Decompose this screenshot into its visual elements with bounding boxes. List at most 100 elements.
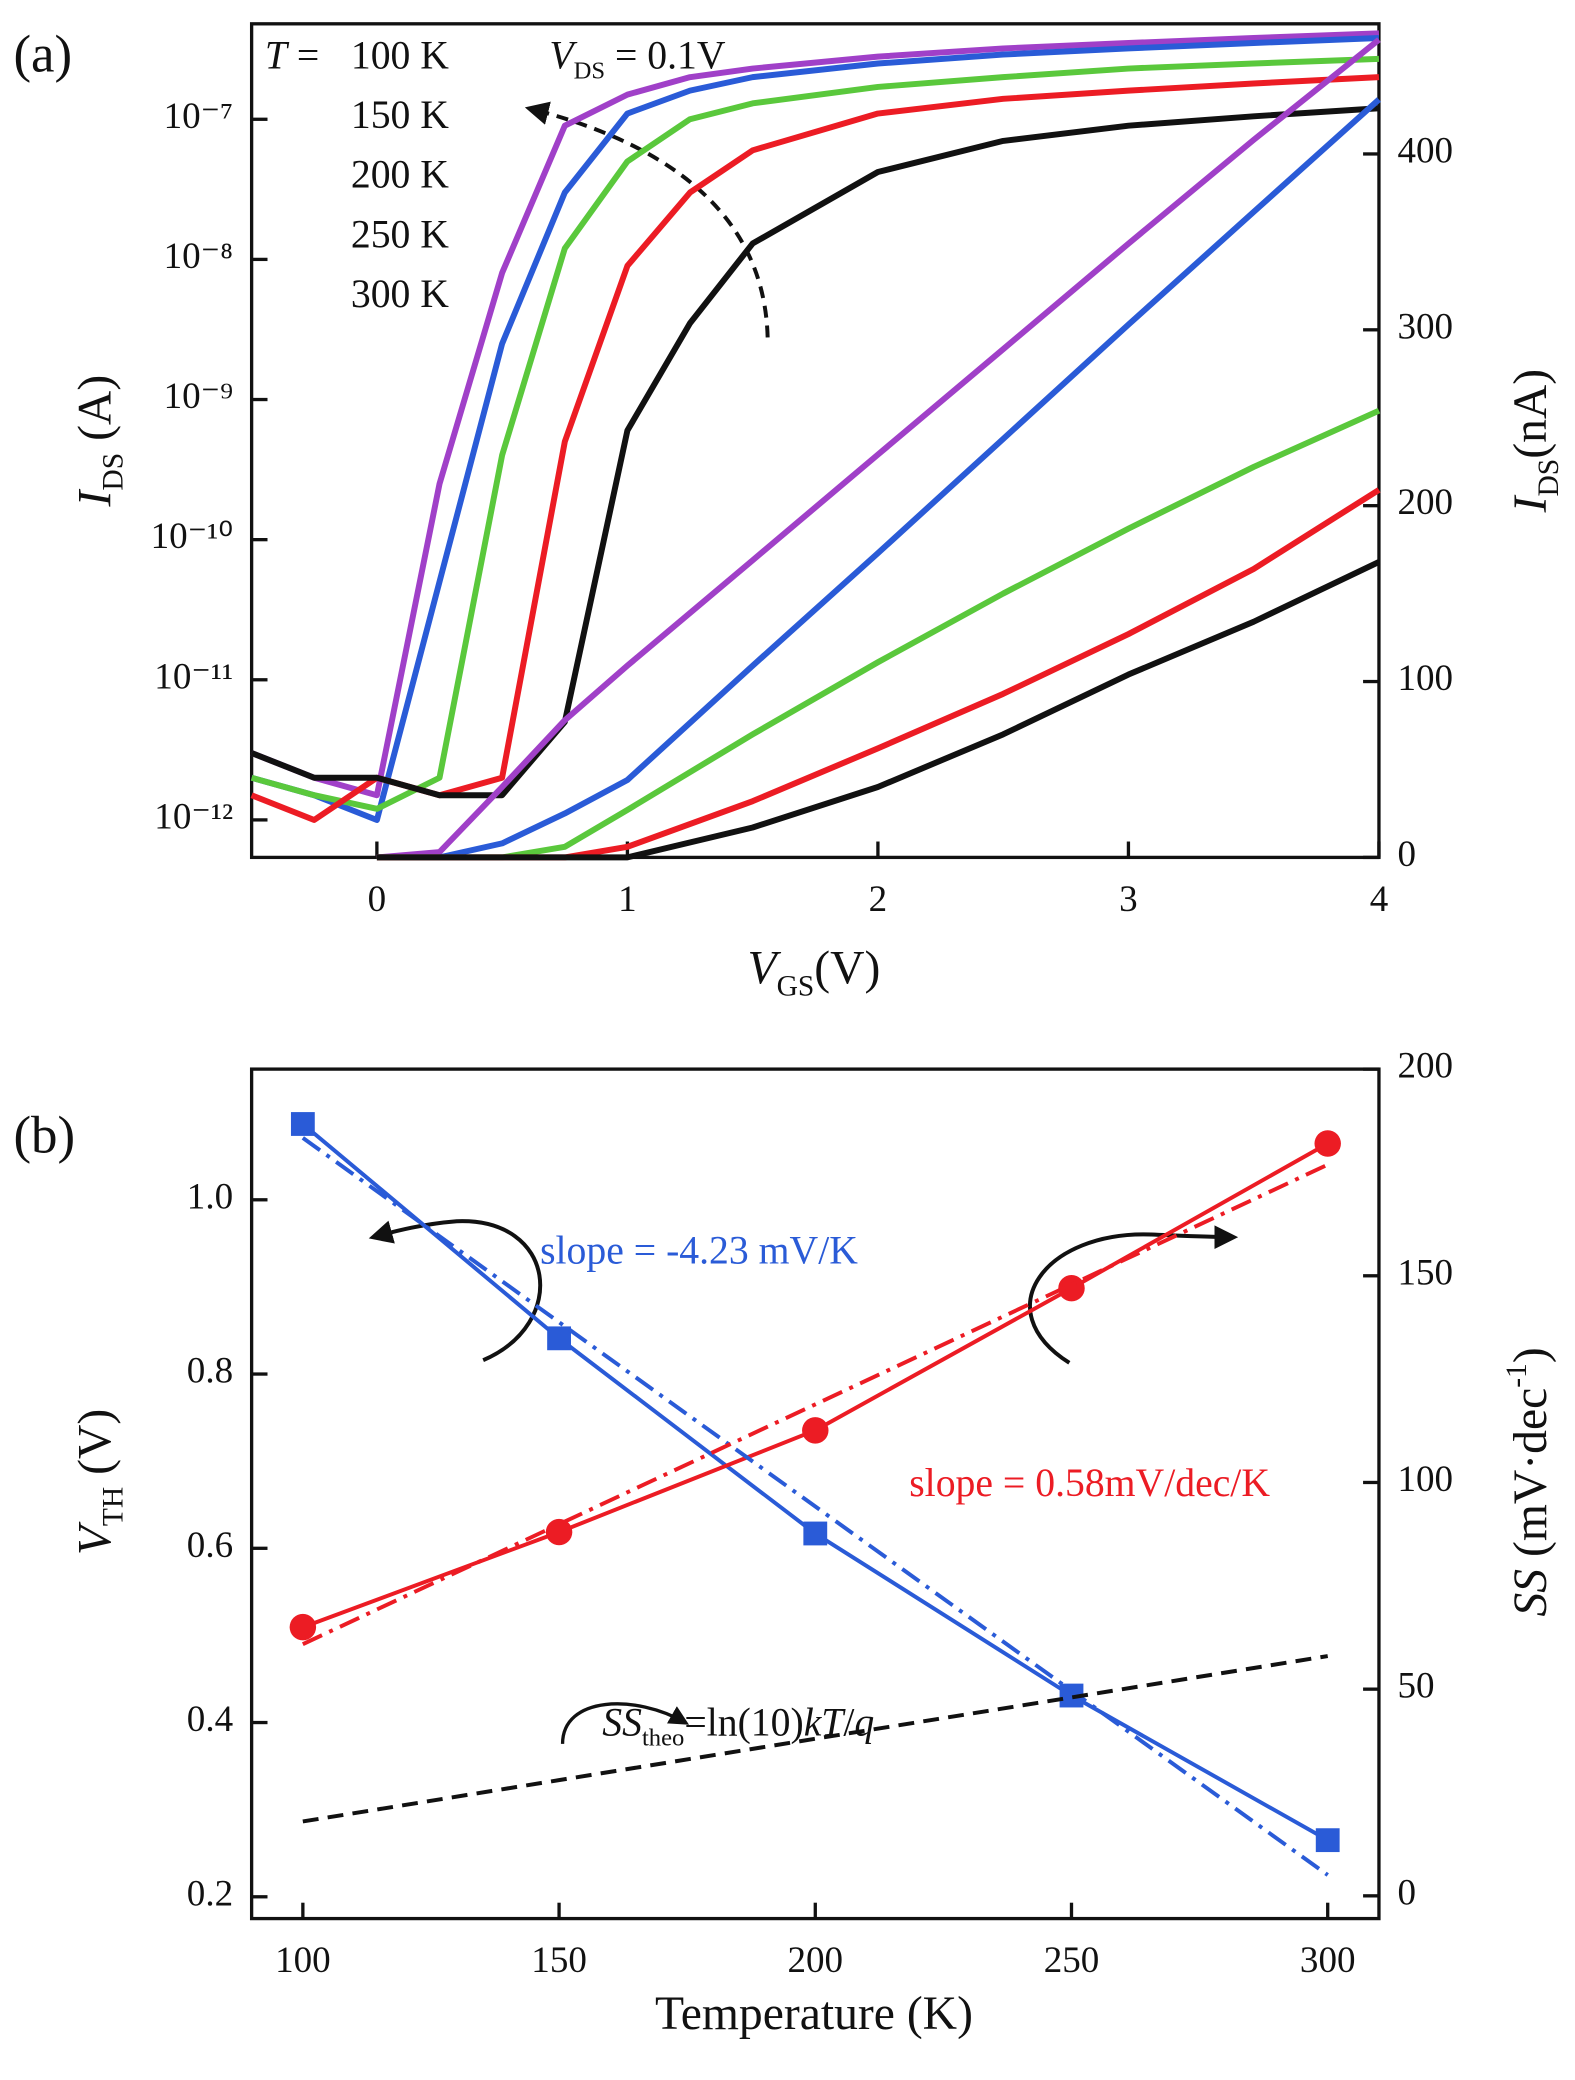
legend-entry: 100 K — [351, 34, 449, 78]
legend-entry: 200 K — [351, 153, 449, 197]
marker — [289, 1613, 317, 1641]
label: Temperature (K) — [655, 1988, 973, 2040]
label-part: theo — [642, 1725, 684, 1752]
x-tick-label: 150 — [531, 1940, 587, 1981]
left-arrow — [368, 1219, 543, 1363]
y2-tick-label: 400 — [1397, 130, 1453, 171]
label: SStheo=ln(10)kT/q — [602, 1701, 874, 1752]
label: T = — [265, 34, 319, 78]
marker — [1058, 1274, 1085, 1302]
marker — [547, 1326, 571, 1351]
label-part: (mV·dec — [1505, 1388, 1557, 1569]
label: IDS (A) — [69, 375, 129, 508]
label-part: kT — [804, 1701, 847, 1745]
series-line — [301, 1162, 1329, 1646]
legend-entry: 300 K — [351, 272, 449, 316]
series-line — [250, 105, 1380, 799]
y-tick-label: 0.6 — [187, 1525, 233, 1566]
label-part: -1 — [1501, 1363, 1533, 1388]
label-part: V — [549, 34, 578, 78]
label-part: (V) — [814, 942, 880, 994]
y-tick-label: 10⁻⁷ — [164, 96, 234, 137]
label-part: ) — [1505, 1347, 1557, 1363]
y-tick-label: 10⁻¹² — [154, 796, 233, 837]
label-part: q — [854, 1701, 874, 1745]
y-tick-label: 1.0 — [187, 1176, 233, 1217]
y-tick-label: 10⁻⁸ — [164, 236, 234, 277]
legend-entry: 250 K — [351, 212, 449, 256]
right-arrow — [1028, 1225, 1239, 1365]
y2-tick-label: 0 — [1397, 1872, 1416, 1913]
series-line — [301, 1136, 1329, 1877]
label: SS (mV·dec-1) — [1501, 1347, 1557, 1616]
x-tick-label: 2 — [869, 879, 888, 920]
label-part: I — [69, 488, 121, 507]
trend-arrow — [524, 101, 770, 338]
label: VDS = 0.1V — [549, 34, 726, 85]
marker — [545, 1518, 573, 1546]
y-tick-label: 0.8 — [187, 1351, 233, 1392]
label-part: GS — [777, 970, 815, 1002]
label: slope = 0.58mV/dec/K — [909, 1461, 1270, 1505]
label-part: (nA) — [1505, 369, 1557, 459]
y2-tick-label: 150 — [1397, 1252, 1453, 1293]
label-part: TH — [97, 1487, 129, 1526]
series-line — [376, 487, 1381, 861]
label: IDS(nA) — [1505, 369, 1565, 514]
series-line — [250, 30, 1380, 799]
label-part: = — [287, 34, 319, 78]
label-part: slope = -4.23 mV/K — [540, 1228, 858, 1272]
x-tick-label: 300 — [1300, 1940, 1356, 1981]
x-tick-label: 200 — [788, 1940, 844, 1981]
label-part: V — [69, 1521, 121, 1555]
x-tick-label: 1 — [618, 879, 637, 920]
label: slope = -4.23 mV/K — [540, 1228, 858, 1272]
label-part: SS — [602, 1701, 642, 1745]
label-part: Temperature (K) — [655, 1988, 973, 2040]
marker — [290, 1112, 315, 1136]
label-part: SS — [1505, 1569, 1557, 1617]
label-part: DS — [97, 453, 129, 491]
y2-tick-label: 200 — [1397, 482, 1453, 523]
label-part: I — [1505, 494, 1557, 513]
y2-tick-label: 100 — [1397, 658, 1453, 699]
y2-tick-label: 50 — [1397, 1666, 1434, 1707]
label: VGS(V) — [747, 942, 880, 1002]
series-line — [250, 55, 1380, 812]
label-part: T — [265, 34, 290, 78]
series-line — [302, 1141, 1329, 1630]
series-line — [302, 1654, 1329, 1824]
label-part: / — [843, 1701, 855, 1745]
panel-label: (b) — [13, 1107, 75, 1165]
y2-tick-label: 100 — [1397, 1459, 1453, 1500]
label-part: V — [747, 942, 781, 994]
y-tick-label: 10⁻¹⁰ — [151, 516, 234, 557]
panel-label: (a) — [13, 26, 72, 84]
y-tick-label: 0.4 — [187, 1699, 233, 1740]
x-tick-label: 0 — [368, 879, 387, 920]
label-part: DS — [574, 58, 605, 85]
series-line — [376, 97, 1381, 861]
marker — [1315, 1828, 1340, 1853]
label-part: =ln(10) — [684, 1701, 803, 1745]
y2-tick-label: 200 — [1397, 1046, 1453, 1087]
label-part: (A) — [69, 375, 121, 453]
label-part: DS — [1533, 459, 1565, 497]
theo-arrow — [560, 1702, 690, 1744]
marker — [1314, 1130, 1341, 1157]
y-tick-label: 10⁻⁹ — [164, 376, 234, 417]
series-line — [376, 37, 1381, 861]
y-tick-label: 0.2 — [187, 1873, 233, 1914]
label-part: (V) — [69, 1409, 121, 1487]
x-tick-label: 250 — [1044, 1940, 1100, 1981]
label: VTH (V) — [69, 1409, 129, 1555]
x-tick-label: 100 — [275, 1940, 331, 1981]
marker — [802, 1417, 829, 1444]
label-part: slope = 0.58mV/dec/K — [909, 1461, 1270, 1505]
marker — [803, 1521, 828, 1546]
series-line — [376, 559, 1381, 861]
plot-frame — [249, 22, 1381, 860]
y2-tick-label: 300 — [1397, 306, 1453, 347]
